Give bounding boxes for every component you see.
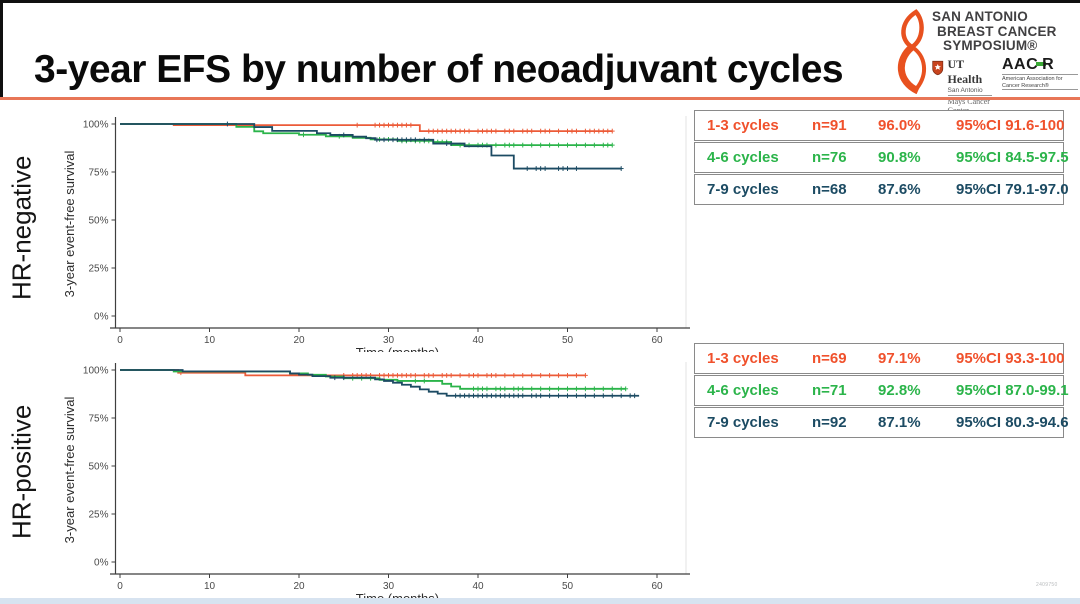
legend-row-1-3-cycles: 1-3 cycles n=69 97.1% 95%CI 93.3-100 — [694, 343, 1064, 374]
sabcs-line-1: SAN ANTONIO — [932, 9, 1028, 24]
svg-text:0: 0 — [117, 335, 123, 346]
legend-n: n=92 — [812, 414, 847, 431]
svg-text:100%: 100% — [83, 120, 109, 131]
legend-label: 7-9 cycles — [707, 181, 779, 198]
svg-text:60: 60 — [651, 581, 663, 592]
legend-pct: 87.6% — [878, 181, 921, 198]
legend-row-1-3-cycles: 1-3 cycles n=91 96.0% 95%CI 91.6-100 — [694, 110, 1064, 141]
km-chart-hr-positive: 0% 25% 50% 75% 100% 0 10 20 30 40 50 60 Time (months… — [62, 362, 690, 602]
svg-text:0%: 0% — [94, 558, 109, 569]
legend-pct: 90.8% — [878, 149, 921, 166]
legend-n: n=68 — [812, 181, 847, 198]
legend-row-7-9-cycles: 7-9 cycles n=68 87.6% 95%CI 79.1-97.0 — [694, 174, 1069, 205]
legend-table-hr-negative: 1-3 cycles n=91 96.0% 95%CI 91.6-100 4-6… — [694, 110, 1069, 206]
svg-text:40: 40 — [472, 335, 484, 346]
aacr-full-name: American Association for Cancer Research… — [1002, 74, 1078, 89]
legend-label: 1-3 cycles — [707, 350, 779, 367]
legend-label: 7-9 cycles — [707, 414, 779, 431]
legend-pct: 92.8% — [878, 382, 921, 399]
legend-label: 1-3 cycles — [707, 117, 779, 134]
legend-ci: 95%CI 87.0-99.1 — [956, 382, 1069, 399]
ribbon-icon — [897, 9, 926, 94]
svg-text:60: 60 — [651, 335, 663, 346]
ut-health-city: San Antonio — [947, 87, 992, 96]
svg-text:30: 30 — [383, 335, 395, 346]
slide-id-watermark: 2409750 — [1036, 582, 1058, 588]
svg-text:40: 40 — [472, 581, 484, 592]
svg-text:50%: 50% — [88, 216, 108, 227]
aacr-acronym: AAC R — [1002, 56, 1055, 73]
aacr-logo: AAC R American Association for Cancer Res… — [1002, 57, 1078, 90]
legend-label: 4-6 cycles — [707, 149, 779, 166]
page-title: 3-year EFS by number of neoadjuvant cycl… — [34, 48, 844, 92]
legend-n: n=76 — [812, 149, 847, 166]
svg-text:30: 30 — [383, 581, 395, 592]
svg-text:75%: 75% — [88, 414, 108, 425]
legend-ci: 95%CI 93.3-100 — [956, 350, 1065, 367]
sabcs-wordmark: SAN ANTONIO BREAST CANCER SYMPOSIUM® — [932, 9, 1057, 54]
legend-label: 4-6 cycles — [707, 382, 779, 399]
svg-text:Time (months): Time (months) — [356, 591, 439, 602]
slide-top-border — [0, 0, 1080, 3]
svg-text:20: 20 — [293, 335, 305, 346]
legend-pct: 97.1% — [878, 350, 921, 367]
svg-text:25%: 25% — [88, 264, 108, 275]
bottom-accent-strip — [0, 598, 1080, 604]
ut-health-logo: UT Health San Antonio Mays Cancer Center — [932, 57, 992, 115]
svg-text:10: 10 — [204, 335, 216, 346]
legend-ci: 95%CI 84.5-97.5 — [956, 149, 1069, 166]
svg-text:100%: 100% — [83, 366, 109, 377]
partner-logos: UT Health San Antonio Mays Cancer Center… — [932, 57, 1078, 115]
svg-text:10: 10 — [204, 581, 216, 592]
legend-pct: 96.0% — [878, 117, 921, 134]
sabcs-line-3: SYMPOSIUM® — [943, 38, 1038, 53]
svg-text:Time (months): Time (months) — [356, 345, 439, 352]
section-label-hr-positive: HR-positive — [6, 404, 37, 540]
legend-table-hr-positive: 1-3 cycles n=69 97.1% 95%CI 93.3-100 4-6… — [694, 343, 1069, 439]
svg-text:20: 20 — [293, 581, 305, 592]
legend-n: n=69 — [812, 350, 847, 367]
svg-text:0%: 0% — [94, 312, 109, 323]
legend-n: n=91 — [812, 117, 847, 134]
svg-text:3-year event-free survival: 3-year event-free survival — [62, 397, 77, 544]
svg-text:3-year event-free survival: 3-year event-free survival — [62, 151, 77, 298]
svg-text:25%: 25% — [88, 510, 108, 521]
legend-n: n=71 — [812, 382, 847, 399]
legend-row-4-6-cycles: 4-6 cycles n=76 90.8% 95%CI 84.5-97.5 — [694, 142, 1069, 173]
aacr-green-dash — [1036, 61, 1047, 66]
legend-row-4-6-cycles: 4-6 cycles n=71 92.8% 95%CI 87.0-99.1 — [694, 375, 1069, 406]
section-label-hr-negative: HR-negative — [6, 155, 37, 301]
svg-text:0: 0 — [117, 581, 123, 592]
ut-health-name: UT Health — [947, 57, 983, 86]
sabcs-line-2: BREAST CANCER — [937, 23, 1057, 39]
km-chart-hr-negative: 0% 25% 50% 75% 100% 0 10 20 30 40 50 60 Time (months… — [62, 116, 690, 352]
header-divider — [0, 97, 1080, 100]
slide-left-border — [0, 0, 3, 97]
svg-text:50: 50 — [562, 335, 574, 346]
sabcs-logo: SAN ANTONIO BREAST CANCER SYMPOSIUM® UT … — [888, 8, 1078, 115]
legend-ci: 95%CI 80.3-94.6 — [956, 414, 1069, 431]
svg-text:50: 50 — [562, 581, 574, 592]
legend-ci: 95%CI 79.1-97.0 — [956, 181, 1069, 198]
legend-ci: 95%CI 91.6-100 — [956, 117, 1065, 134]
ut-shield-icon — [932, 60, 944, 76]
svg-text:75%: 75% — [88, 168, 108, 179]
svg-text:50%: 50% — [88, 462, 108, 473]
legend-pct: 87.1% — [878, 414, 921, 431]
legend-row-7-9-cycles: 7-9 cycles n=92 87.1% 95%CI 80.3-94.6 — [694, 407, 1069, 438]
